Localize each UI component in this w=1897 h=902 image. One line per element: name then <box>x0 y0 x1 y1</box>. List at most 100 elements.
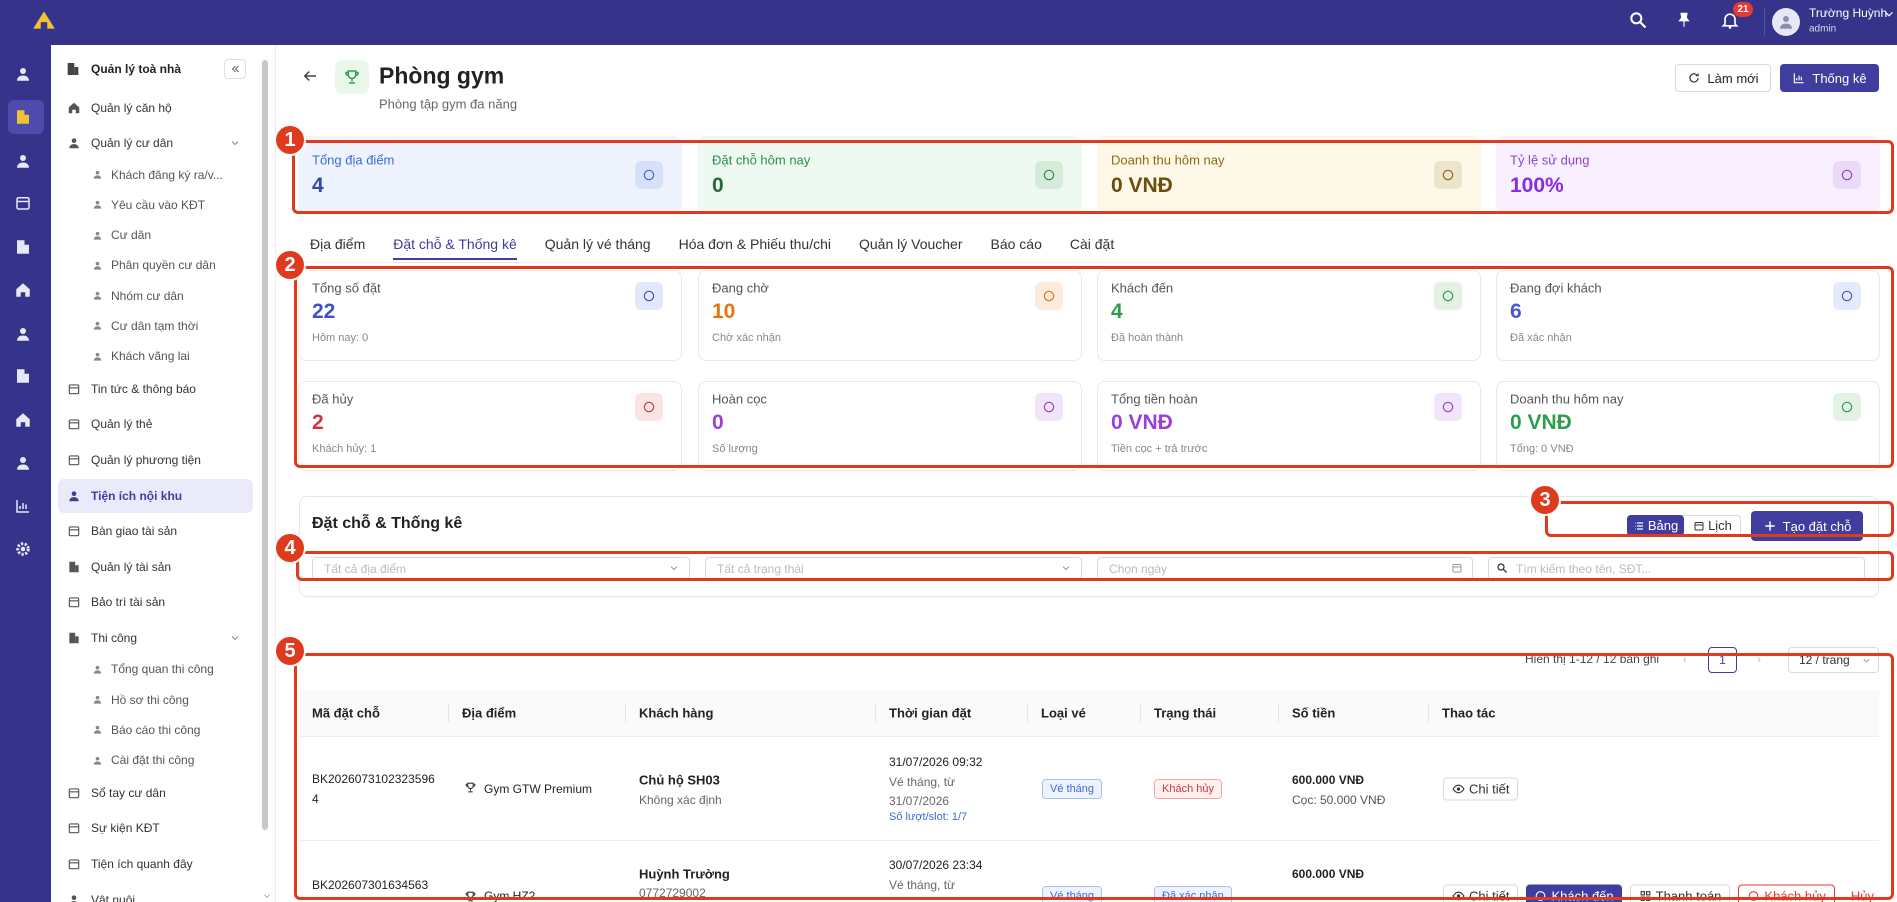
icon <box>68 859 80 870</box>
sidebar-active <box>58 478 253 513</box>
view-button[interactable]: Bảng <box>1627 515 1684 536</box>
tab[interactable]: Báo cáo <box>990 236 1042 252</box>
icon <box>93 756 101 765</box>
sidebar-title: Quản lý toà nhà <box>91 62 182 76</box>
icon <box>1043 401 1055 413</box>
icon <box>69 490 79 501</box>
column-header: Loại vé <box>1041 705 1086 721</box>
column-header: Trạng thái <box>1154 705 1217 721</box>
stat-value: 2 <box>312 411 324 434</box>
tab[interactable]: Địa điểm <box>310 236 366 252</box>
column-divider <box>448 704 449 722</box>
summary-value: 0 VNĐ <box>1111 174 1173 197</box>
user-name: Trường Huỳnh <box>1809 6 1888 20</box>
sidebar-subitem[interactable]: Cư dân tạm thời <box>111 318 199 333</box>
stat-value: 10 <box>712 300 736 323</box>
tab[interactable]: Đặt chỗ & Thống kê <box>393 236 517 260</box>
deposit: Cọc: 50.000 VNĐ <box>1292 793 1386 807</box>
sidebar-item[interactable]: Sổ tay cư dân <box>91 785 166 800</box>
sidebar-subitem[interactable]: Cư dân <box>111 228 152 243</box>
tab[interactable]: Cài đặt <box>1069 236 1115 252</box>
sidebar-item[interactable]: Quản lý phương tiện <box>91 453 201 468</box>
sidebar-item[interactable]: Quản lý thẻ <box>91 417 153 432</box>
annotation-box <box>294 266 1894 468</box>
sidebar-item[interactable]: Thi công <box>91 630 138 645</box>
tab[interactable]: Quản lý Voucher <box>858 236 963 252</box>
sidebar-subitem[interactable]: Nhóm cư dân <box>111 288 184 303</box>
slots: Số lượt/slot: 1/7 <box>889 811 968 823</box>
stats-button[interactable]: Thống kê <box>1780 64 1879 92</box>
icon <box>69 561 79 572</box>
tab[interactable]: Quản lý vé tháng <box>544 236 651 252</box>
time-note: Vé tháng, từ <box>889 878 956 892</box>
icon <box>1442 169 1454 181</box>
collapse-button[interactable] <box>224 59 246 79</box>
stat-icon <box>1035 282 1063 310</box>
sidebar-item[interactable]: Bảo trì tài sản <box>91 595 166 610</box>
icon <box>68 597 80 608</box>
time-note: Vé tháng, từ 31/07/2026 <box>889 775 956 808</box>
sidebar-subitem[interactable]: Khách vãng lai <box>111 349 190 364</box>
filter-placeholder: Tìm kiếm theo tên, SĐT... <box>1516 562 1652 576</box>
sidebar-item[interactable]: Tiện ích nội khu <box>91 488 183 503</box>
stat-label: Đã hủy <box>312 391 354 407</box>
icon <box>670 566 678 571</box>
icon <box>68 526 80 537</box>
column-header: Khách hàng <box>639 705 714 721</box>
stat-icon <box>1434 393 1462 421</box>
annotation-marker: 2 <box>274 249 306 281</box>
sidebar-item[interactable]: Quản lý căn hộ <box>91 100 172 115</box>
annotation-number: 2 <box>284 253 296 276</box>
icon <box>17 154 29 168</box>
sidebar-item[interactable]: Tin tức & thông báo <box>91 381 196 396</box>
icon <box>643 401 655 413</box>
page-number[interactable]: 1 <box>1708 647 1737 673</box>
icon <box>17 110 29 125</box>
annotation-number: 5 <box>284 639 296 662</box>
stat-icon <box>635 282 663 310</box>
sidebar-subitem[interactable]: Tổng quan thi công <box>111 662 214 677</box>
icon <box>68 455 80 466</box>
icon <box>68 823 80 834</box>
summary-label: Tỷ lệ sử dụng <box>1510 152 1590 168</box>
sidebar-item[interactable]: Vật nuôi <box>91 892 136 902</box>
sidebar-item[interactable]: Tiện ích quanh đây <box>91 856 193 871</box>
annotation-box <box>296 551 1894 581</box>
icon <box>93 726 101 734</box>
stat-card <box>698 270 1082 361</box>
stat-value: 22 <box>312 300 336 323</box>
sidebar-item[interactable]: Quản lý tài sản <box>91 559 172 574</box>
sidebar-item[interactable]: Bàn giao tài sản <box>91 524 178 539</box>
view-button[interactable]: Lịch <box>1684 515 1741 536</box>
sidebar-subitem[interactable]: Cài đặt thi công <box>111 753 195 768</box>
icon <box>93 231 101 240</box>
sidebar-subitem[interactable]: Báo cáo thi công <box>111 722 201 737</box>
refresh-button[interactable]: Làm mới <box>1675 64 1771 92</box>
sidebar-subitem[interactable]: Yêu cầu vào KĐT <box>111 197 206 212</box>
tabs-border <box>299 262 1879 263</box>
icon <box>231 141 239 146</box>
sidebar-subitem[interactable]: Phân quyền cư dân <box>111 258 216 273</box>
column-header: Thời gian đặt <box>889 705 972 721</box>
annotation-marker: 1 <box>274 124 306 156</box>
icon <box>16 283 30 298</box>
filter-placeholder: Tất cả trạng thái <box>717 562 804 576</box>
sidebar-item[interactable]: Sự kiện KĐT <box>91 821 160 836</box>
icon <box>303 70 316 82</box>
icon <box>67 63 79 75</box>
summary-card <box>1097 136 1481 213</box>
action-button[interactable]: Chi tiết <box>1443 777 1519 801</box>
button-label: Làm mới <box>1707 70 1759 86</box>
column-header: Thao tác <box>1442 705 1496 721</box>
summary-value: 0 <box>712 174 724 197</box>
icon <box>1721 13 1739 29</box>
sidebar-item[interactable]: Quản lý cư dân <box>91 136 174 151</box>
stat-note: Chờ xác nhận <box>712 332 781 344</box>
column-header: Số tiền <box>1292 705 1336 721</box>
page-size[interactable] <box>1788 647 1879 673</box>
tab[interactable]: Hóa đơn & Phiếu thu/chi <box>678 236 831 252</box>
icon <box>93 171 101 179</box>
sidebar-subitem[interactable]: Hồ sơ thi công <box>111 692 189 707</box>
sidebar-subitem[interactable]: Khách đăng ký ra/v... <box>111 167 223 182</box>
icon <box>1689 73 1700 83</box>
